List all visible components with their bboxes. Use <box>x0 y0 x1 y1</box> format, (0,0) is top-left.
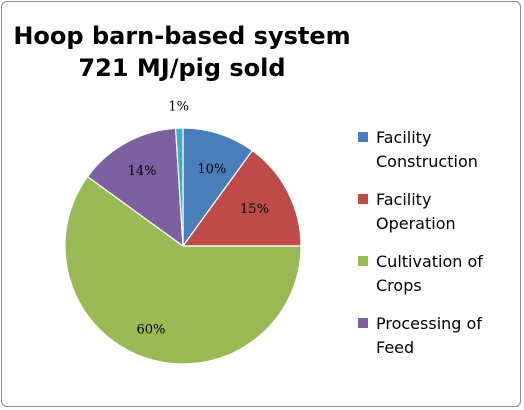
chart-title: Hoop barn-based system 721 MJ/pig sold <box>2 20 362 84</box>
pie-slice-4 <box>86 127 184 248</box>
legend-swatch-4 <box>358 318 368 328</box>
chart-title-line2: 721 MJ/pig sold <box>78 54 286 82</box>
pie-slice-label-3: 60% <box>136 323 165 338</box>
legend-label-4: Processing of Feed <box>376 314 482 357</box>
chart-legend: Facility Construction Facility Operation C… <box>358 126 523 374</box>
legend-label-3: Cultivation of Crops <box>376 252 483 295</box>
legend-item-1: Facility Construction <box>358 126 523 188</box>
chart-title-line1: Hoop barn-based system <box>13 22 351 50</box>
pie-slice-3 <box>64 175 302 365</box>
legend-item-2: Facility Operation <box>358 188 523 250</box>
legend-swatch-3 <box>358 256 368 266</box>
legend-label-2: Facility Operation <box>376 190 456 233</box>
pie-slice-1 <box>182 127 254 248</box>
pie-slice-label-4: 14% <box>128 164 157 179</box>
legend-swatch-2 <box>358 194 368 204</box>
pie-slice-label-5: 1% <box>168 99 189 114</box>
pie-slice-5 <box>174 127 184 247</box>
pie-slice-2 <box>181 149 302 247</box>
legend-label-1: Facility Construction <box>376 128 478 171</box>
pie-slice-label-1: 10% <box>197 162 226 177</box>
legend-swatch-1 <box>358 132 368 142</box>
legend-item-3: Cultivation of Crops <box>358 250 523 312</box>
pie-slice-label-2: 15% <box>240 202 269 217</box>
legend-item-4: Processing of Feed <box>358 312 523 374</box>
